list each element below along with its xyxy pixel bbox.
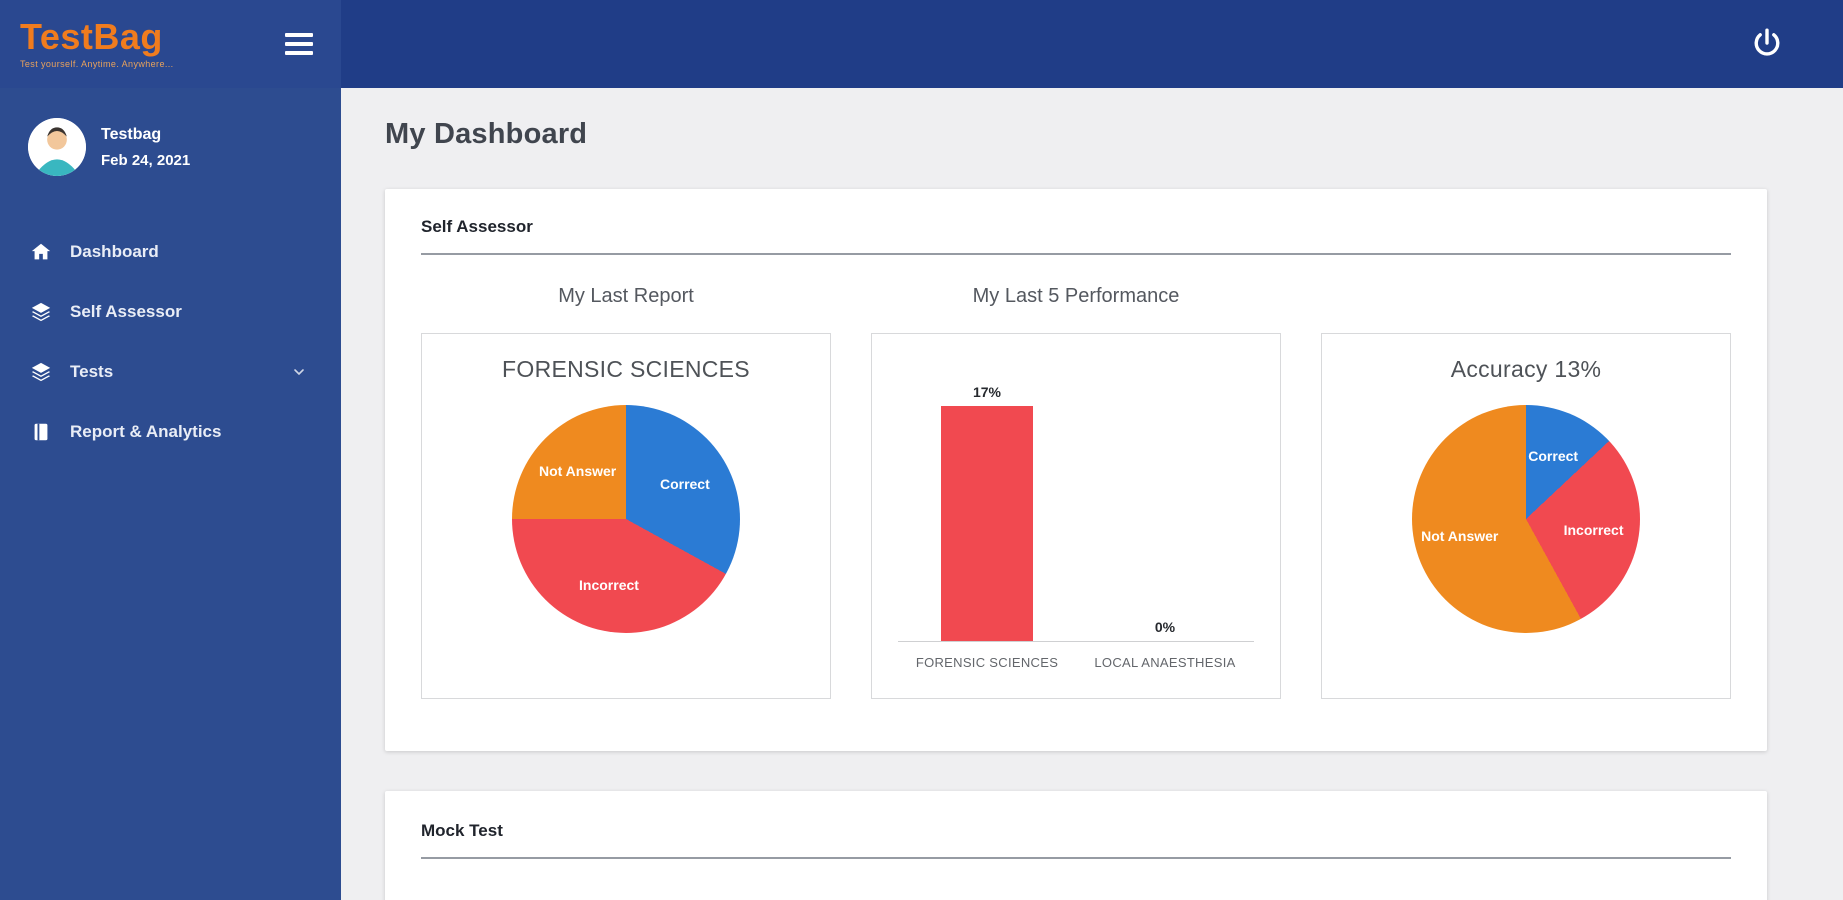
bar-value-label: 17% bbox=[972, 383, 1002, 400]
bar-plot-area: 17% 0% bbox=[898, 364, 1254, 642]
power-button[interactable] bbox=[1747, 24, 1787, 64]
section-divider bbox=[421, 253, 1731, 255]
brand-logo[interactable]: TestBag Test yourself. Anytime. Anywhere… bbox=[20, 19, 174, 69]
page-title: My Dashboard bbox=[385, 118, 588, 150]
main-content: My Dashboard Self Assessor My Last Repor… bbox=[341, 88, 1843, 900]
pie-slice-label: Incorrect bbox=[1563, 521, 1624, 538]
performance-panel: My Last 5 Performance 17% 0% FORENSIC SCI… bbox=[871, 285, 1281, 699]
sidebar-item-label: Dashboard bbox=[70, 242, 159, 261]
sidebar-item-report-analytics[interactable]: Report & Analytics bbox=[0, 404, 341, 460]
pie-slice-label: Correct bbox=[659, 476, 710, 493]
bar-category-labels: FORENSIC SCIENCES LOCAL ANAESTHESIA bbox=[898, 655, 1254, 670]
last-report-chart-box: FORENSIC SCIENCES Correct Incorrect Not An… bbox=[421, 333, 831, 699]
bar-0 bbox=[941, 405, 1033, 641]
bar-category-label: FORENSIC SCIENCES bbox=[915, 655, 1059, 670]
mock-test-section-title: Mock Test bbox=[421, 821, 503, 840]
sidebar: TestBag Test yourself. Anytime. Anywhere… bbox=[0, 0, 341, 900]
accuracy-chart-title: Accuracy 13% bbox=[1450, 356, 1602, 382]
layers-icon bbox=[30, 361, 52, 383]
accuracy-title-spacer bbox=[1321, 285, 1731, 333]
sidebar-item-tests[interactable]: Tests bbox=[0, 344, 341, 400]
performance-title: My Last 5 Performance bbox=[972, 285, 1180, 307]
pie-slice-label: Incorrect bbox=[579, 577, 639, 594]
accuracy-pie-chart: Correct Incorrect Not Answer bbox=[1412, 405, 1640, 633]
report-icon bbox=[30, 421, 52, 443]
avatar[interactable] bbox=[28, 118, 86, 176]
sidebar-header: TestBag Test yourself. Anytime. Anywhere… bbox=[0, 0, 341, 88]
sidebar-item-dashboard[interactable]: Dashboard bbox=[0, 224, 341, 280]
bar-slot: 0% bbox=[1076, 364, 1254, 641]
layers-icon bbox=[30, 301, 52, 323]
self-assessor-card: Self Assessor My Last Report FORENSIC SC… bbox=[385, 189, 1767, 751]
accuracy-chart-box: Accuracy 13% Correct Incorrect Not Answer bbox=[1321, 333, 1731, 699]
bar-slot: 17% bbox=[898, 364, 1076, 641]
sidebar-menu: Dashboard Self Assessor Tests bbox=[0, 224, 341, 460]
performance-bar-chart: 17% 0% FORENSIC SCIENCES LOCAL ANAESTHESIA bbox=[872, 334, 1280, 698]
last-report-pie-chart: Correct Incorrect Not Answer bbox=[512, 405, 740, 633]
pie-slice-label: Correct bbox=[1528, 448, 1579, 465]
menu-icon bbox=[285, 51, 313, 55]
user-profile: Testbag Feb 24, 2021 bbox=[28, 118, 341, 176]
brand-name: TestBag bbox=[20, 16, 163, 57]
user-name: Testbag bbox=[101, 125, 162, 143]
bar-value-label: 0% bbox=[1154, 619, 1176, 635]
sidebar-item-label: Tests bbox=[70, 362, 114, 381]
sidebar-item-self-assessor[interactable]: Self Assessor bbox=[0, 284, 341, 340]
charts-row: My Last Report FORENSIC SCIENCES Correct… bbox=[421, 285, 1731, 699]
menu-icon bbox=[285, 33, 313, 37]
sidebar-item-label: Self Assessor bbox=[70, 302, 182, 321]
power-icon bbox=[1750, 28, 1784, 63]
mock-test-card: Mock Test bbox=[385, 791, 1767, 900]
menu-icon bbox=[285, 42, 313, 46]
home-icon bbox=[30, 241, 52, 263]
sidebar-item-label: Report & Analytics bbox=[70, 422, 222, 441]
self-assessor-section-title: Self Assessor bbox=[421, 217, 533, 236]
last-report-title: My Last Report bbox=[558, 285, 694, 307]
chevron-down-icon[interactable] bbox=[291, 364, 307, 380]
last-report-panel: My Last Report FORENSIC SCIENCES Correct… bbox=[421, 285, 831, 699]
pie-slice-label: Not Answer bbox=[538, 462, 617, 479]
accuracy-panel: Accuracy 13% Correct Incorrect Not Answer bbox=[1321, 285, 1731, 699]
bar-category-label: LOCAL ANAESTHESIA bbox=[1094, 655, 1236, 670]
last-report-chart-title: FORENSIC SCIENCES bbox=[502, 356, 750, 382]
menu-toggle-button[interactable] bbox=[279, 28, 319, 60]
user-date: Feb 24, 2021 bbox=[101, 151, 191, 169]
pie-slice-label: Not Answer bbox=[1421, 528, 1499, 544]
performance-chart-box: 17% 0% FORENSIC SCIENCES LOCAL ANAESTHESIA bbox=[871, 333, 1281, 699]
section-divider bbox=[421, 857, 1731, 859]
brand-tagline: Test yourself. Anytime. Anywhere... bbox=[20, 59, 174, 69]
